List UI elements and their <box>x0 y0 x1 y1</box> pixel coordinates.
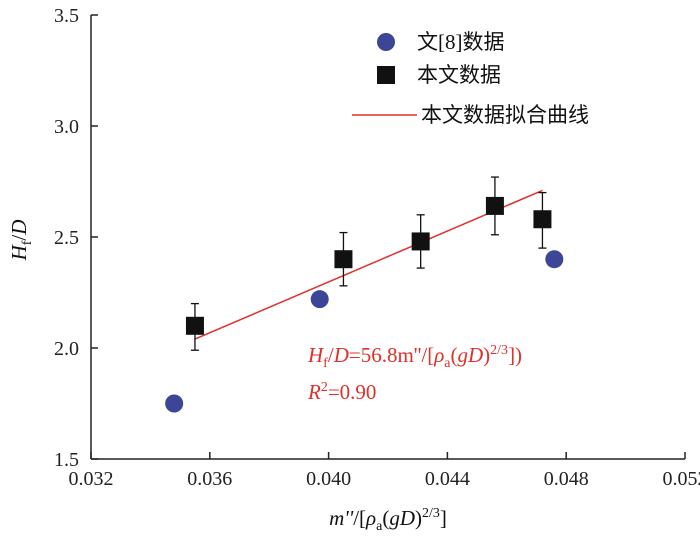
data-point-square <box>411 232 430 251</box>
y-axis-label: Hf/D <box>7 220 35 262</box>
x-tick-label: 0.040 <box>306 468 351 490</box>
x-tick-label: 0.052 <box>663 468 700 490</box>
data-point-square <box>334 250 353 269</box>
fit-equation: Hf/D=56.8m''/[ρa(gD)2/3]) <box>307 343 522 371</box>
y-tick-label: 3.5 <box>54 5 79 27</box>
x-tick-label: 0.032 <box>69 468 114 490</box>
y-tick-label: 2.0 <box>54 338 79 360</box>
legend-label-2: 本文数据拟合曲线 <box>421 103 589 127</box>
data-point-circle <box>545 250 564 269</box>
fit-line <box>194 189 543 340</box>
x-tick-label: 0.048 <box>544 468 589 490</box>
data-point-square <box>533 210 552 229</box>
y-tick-label: 3.0 <box>54 116 79 138</box>
x-axis-label: m''/[ρa(gD)2/3] <box>329 506 447 534</box>
legend-label-1: 本文数据 <box>417 63 501 87</box>
data-point-square <box>485 196 504 215</box>
y-tick-label: 1.5 <box>54 449 79 471</box>
legend-marker-square <box>377 66 395 84</box>
legend-marker-circle <box>377 33 395 51</box>
x-tick-label: 0.044 <box>425 468 470 490</box>
legend-label-0: 文[8]数据 <box>417 30 505 54</box>
data-point-circle <box>165 394 184 413</box>
x-tick-label: 0.036 <box>187 468 232 490</box>
y-tick-label: 2.5 <box>54 227 79 249</box>
legend: 文[8]数据 本文数据 本文数据拟合曲线 <box>352 30 589 127</box>
r-squared: R2=0.90 <box>307 380 376 404</box>
data-point-circle <box>310 290 329 309</box>
data-point-square <box>185 316 204 335</box>
